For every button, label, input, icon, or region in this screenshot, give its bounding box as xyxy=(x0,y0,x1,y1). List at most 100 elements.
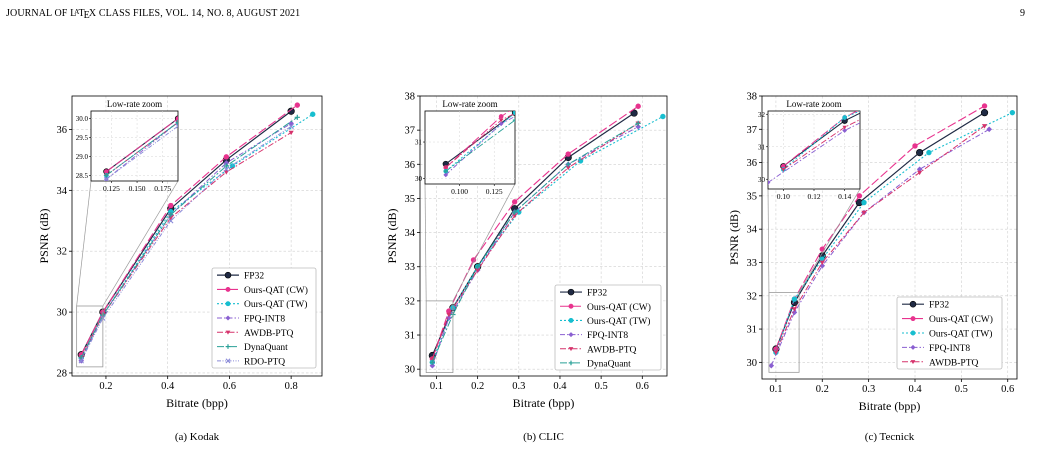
inset-x-tick-label: 0.12 xyxy=(807,192,820,201)
inset-data-point xyxy=(443,166,448,170)
y-tick-label: 36 xyxy=(57,125,68,136)
data-point xyxy=(512,209,518,215)
data-point xyxy=(660,113,666,120)
data-point xyxy=(78,358,84,364)
x-tick-label: 0.3 xyxy=(862,384,875,395)
inset-data-point xyxy=(175,116,178,121)
inset-x-tick-label: 0.10 xyxy=(777,192,790,201)
data-point xyxy=(223,163,229,169)
inset-series-line xyxy=(445,112,515,165)
inset-series-group xyxy=(768,111,860,185)
inset-series-line xyxy=(783,112,860,167)
inset-data-point xyxy=(512,117,515,123)
x-tick-label: 0.3 xyxy=(512,381,525,392)
inset-low-rate-zoom: Low-rate zoom 0.125 0.150 0.175 28.5 29.0 29.5… xyxy=(76,99,179,193)
data-point xyxy=(168,202,174,209)
inset-series-line xyxy=(445,111,511,168)
legend-entry-label: RDO-PTQ xyxy=(244,357,285,367)
chart-panel-3: 0.1 0.2 0.3 0.4 0.5 0.6 30 31 32 33 34 35 36 37 38 Bitr… xyxy=(727,92,1018,443)
inset-data-point xyxy=(498,118,504,123)
inset-data-point xyxy=(842,128,848,133)
data-point xyxy=(819,260,825,266)
zoom-region-box xyxy=(768,292,800,373)
legend-entry-label: FP32 xyxy=(929,301,949,311)
data-point xyxy=(635,123,641,130)
y-axis-label: PSNR (dB) xyxy=(37,208,51,263)
inset-y-tick-label: 31 xyxy=(415,139,423,147)
legend-swatch-marker xyxy=(224,271,232,279)
legend-swatch-marker xyxy=(568,360,574,366)
legend-entry-label: Ours-QAT (TW) xyxy=(244,299,307,310)
panel-caption: (b) CLIC xyxy=(523,431,564,443)
inset-data-point xyxy=(512,111,515,116)
series-line-ours-qat-cw- xyxy=(775,105,985,350)
legend-swatch-marker xyxy=(568,317,574,323)
journal-suffix: CLASS FILES, VOL. 14, NO. 8, AUGUST 2021 xyxy=(98,8,301,19)
inset-data-point xyxy=(104,176,109,181)
data-point xyxy=(446,315,452,321)
data-point xyxy=(1009,109,1016,116)
plot-frame xyxy=(761,95,1018,380)
y-axis-label: PSNR (dB) xyxy=(727,210,741,265)
inset-series-group xyxy=(103,115,178,181)
zoom-region-box xyxy=(76,305,104,368)
inset-title: Low-rate zoom xyxy=(107,99,162,109)
series-line-ours-qat-cw- xyxy=(431,105,639,360)
data-point xyxy=(223,160,230,166)
legend-entry-label: DynaQuant xyxy=(587,359,631,369)
inset-data-point xyxy=(104,173,109,178)
data-point xyxy=(981,103,988,109)
zoom-connector-line xyxy=(424,183,427,301)
data-point xyxy=(630,109,638,117)
legend: FP32 Ours-QAT (CW) Ours-QAT (TW) FPQ-INT8 AW… xyxy=(211,267,317,369)
x-tick-label: 0.4 xyxy=(908,384,922,395)
inset-title: Low-rate zoom xyxy=(442,99,497,109)
data-point xyxy=(773,350,779,355)
inset-x-tick-label: 0.150 xyxy=(129,184,146,193)
legend-entry-label: FPQ-INT8 xyxy=(587,331,628,341)
data-point xyxy=(861,210,867,216)
x-axis-label: Bitrate (bpp) xyxy=(166,396,228,410)
x-tick-label: 0.8 xyxy=(285,381,298,392)
inset-data-point xyxy=(842,125,847,130)
inset-series-line xyxy=(106,121,178,180)
inset-series-line xyxy=(445,112,515,172)
inset-series-line xyxy=(445,112,515,168)
plot-frame xyxy=(419,95,668,377)
data-point xyxy=(819,263,826,269)
series-line-fpq-int8 xyxy=(770,128,990,366)
data-point xyxy=(310,111,316,117)
legend-entry-label: DynaQuant xyxy=(244,343,288,353)
series-line-awdb-ptq xyxy=(775,125,985,353)
y-tick-label: 35 xyxy=(747,191,758,202)
x-tick-label: 0.1 xyxy=(430,381,443,392)
inset-data-point xyxy=(104,169,109,174)
legend-box xyxy=(554,284,662,371)
x-tick-label: 0.6 xyxy=(636,381,649,392)
inset-title: Low-rate zoom xyxy=(786,99,841,109)
legend-swatch-marker xyxy=(910,316,916,322)
data-point xyxy=(986,126,992,133)
legend-entry-label: FPQ-INT8 xyxy=(929,344,970,354)
data-point xyxy=(429,359,435,365)
inset-y-tick-label: 28.5 xyxy=(76,172,89,180)
y-tick-label: 28 xyxy=(57,368,68,379)
legend-entry-label: FPQ-INT8 xyxy=(244,315,285,325)
data-point xyxy=(980,109,989,117)
inset-series-line xyxy=(445,119,515,172)
data-point xyxy=(916,166,923,173)
data-point xyxy=(294,102,301,108)
inset-series-line xyxy=(783,119,860,170)
inset-data-point xyxy=(781,167,786,172)
inset-y-tick-label: 30.0 xyxy=(76,115,89,123)
x-tick-label: 0.2 xyxy=(816,384,829,395)
y-tick-label: 33 xyxy=(747,258,758,269)
x-tick-label: 0.4 xyxy=(161,381,175,392)
y-tick-label: 32 xyxy=(57,247,68,258)
inset-y-tick-label: 29.0 xyxy=(76,153,89,161)
data-point xyxy=(511,199,518,205)
inset-data-point xyxy=(768,180,771,185)
legend-swatch-marker xyxy=(910,330,916,336)
x-tick-label: 0.4 xyxy=(553,381,567,392)
